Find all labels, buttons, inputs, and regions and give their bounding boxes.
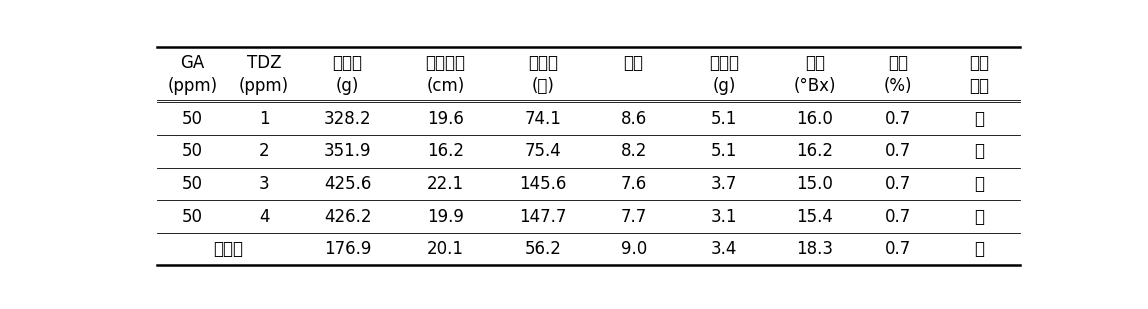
Text: 328.2: 328.2 — [324, 110, 372, 128]
Text: 18.3: 18.3 — [797, 240, 833, 258]
Text: 75.4: 75.4 — [525, 142, 561, 160]
Text: 산도: 산도 — [889, 54, 908, 72]
Text: 0.7: 0.7 — [885, 175, 912, 193]
Text: 2: 2 — [258, 142, 270, 160]
Text: 15.4: 15.4 — [797, 208, 833, 226]
Text: 과립수: 과립수 — [528, 54, 558, 72]
Text: 당도: 당도 — [805, 54, 824, 72]
Text: 426.2: 426.2 — [324, 208, 371, 226]
Text: 3.1: 3.1 — [711, 208, 737, 226]
Text: (g): (g) — [336, 77, 359, 95]
Text: 351.9: 351.9 — [324, 142, 371, 160]
Text: 3: 3 — [258, 175, 270, 193]
Text: 16.2: 16.2 — [797, 142, 833, 160]
Text: TDZ: TDZ — [247, 54, 281, 72]
Text: 심: 심 — [975, 240, 984, 258]
Text: (ppm): (ppm) — [239, 77, 289, 95]
Text: 3.7: 3.7 — [711, 175, 737, 193]
Text: 3.4: 3.4 — [711, 240, 737, 258]
Text: 0.7: 0.7 — [885, 142, 912, 160]
Text: (cm): (cm) — [426, 77, 465, 95]
Text: 19.9: 19.9 — [427, 208, 464, 226]
Text: 16.0: 16.0 — [797, 110, 833, 128]
Text: 15.0: 15.0 — [797, 175, 833, 193]
Text: 8.2: 8.2 — [620, 142, 646, 160]
Text: 탈립: 탈립 — [969, 54, 990, 72]
Text: 0.7: 0.7 — [885, 208, 912, 226]
Text: 무: 무 — [975, 175, 984, 193]
Text: 0.7: 0.7 — [885, 110, 912, 128]
Text: (ppm): (ppm) — [168, 77, 218, 95]
Text: (°Bx): (°Bx) — [793, 77, 836, 95]
Text: 과방중: 과방중 — [333, 54, 363, 72]
Text: (%): (%) — [884, 77, 913, 95]
Text: 약: 약 — [975, 110, 984, 128]
Text: 50: 50 — [183, 142, 203, 160]
Text: 16.2: 16.2 — [427, 142, 464, 160]
Text: 5.1: 5.1 — [711, 110, 737, 128]
Text: GA: GA — [180, 54, 204, 72]
Text: 74.1: 74.1 — [525, 110, 561, 128]
Text: 4: 4 — [259, 208, 270, 226]
Text: 176.9: 176.9 — [324, 240, 371, 258]
Text: 0.7: 0.7 — [885, 240, 912, 258]
Text: 50: 50 — [183, 110, 203, 128]
Text: 19.6: 19.6 — [427, 110, 464, 128]
Text: 과방길이: 과방길이 — [425, 54, 465, 72]
Text: 7.6: 7.6 — [621, 175, 646, 193]
Text: 56.2: 56.2 — [525, 240, 561, 258]
Text: 425.6: 425.6 — [324, 175, 371, 193]
Text: 정도: 정도 — [969, 77, 990, 95]
Text: (g): (g) — [713, 77, 736, 95]
Text: 과립중: 과립중 — [709, 54, 739, 72]
Text: 5.1: 5.1 — [711, 142, 737, 160]
Text: 50: 50 — [183, 175, 203, 193]
Text: 22.1: 22.1 — [427, 175, 464, 193]
Text: 147.7: 147.7 — [519, 208, 567, 226]
Text: 50: 50 — [183, 208, 203, 226]
Text: 색도: 색도 — [623, 54, 644, 72]
Text: 무: 무 — [975, 142, 984, 160]
Text: 8.6: 8.6 — [621, 110, 646, 128]
Text: 1: 1 — [258, 110, 270, 128]
Text: 20.1: 20.1 — [427, 240, 464, 258]
Text: 무: 무 — [975, 208, 984, 226]
Text: 무치리: 무치리 — [214, 240, 243, 258]
Text: 7.7: 7.7 — [621, 208, 646, 226]
Text: 9.0: 9.0 — [621, 240, 646, 258]
Text: 145.6: 145.6 — [519, 175, 567, 193]
Text: (립): (립) — [532, 77, 554, 95]
